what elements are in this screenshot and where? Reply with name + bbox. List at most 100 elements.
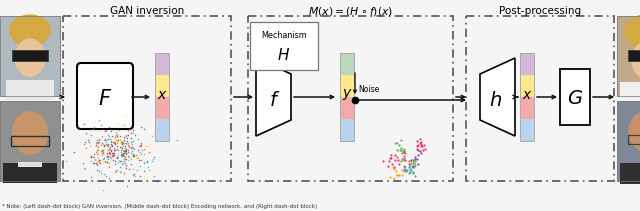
- Text: GAN inversion: GAN inversion: [110, 6, 184, 16]
- Point: [396, 147, 406, 150]
- Point: [106, 156, 116, 160]
- Point: [100, 139, 111, 142]
- Point: [399, 157, 409, 160]
- Point: [120, 142, 131, 145]
- Point: [104, 134, 115, 137]
- Point: [126, 146, 136, 149]
- Point: [127, 142, 137, 146]
- Point: [111, 148, 122, 151]
- Point: [100, 159, 110, 162]
- Point: [110, 146, 120, 149]
- Point: [92, 163, 102, 166]
- Point: [108, 152, 118, 155]
- Point: [113, 149, 124, 152]
- Point: [394, 162, 404, 166]
- Point: [101, 151, 111, 154]
- Point: [83, 138, 93, 142]
- Point: [399, 154, 409, 157]
- Point: [97, 148, 108, 152]
- Point: [97, 149, 108, 152]
- Bar: [340, 53, 354, 75]
- Point: [412, 157, 422, 160]
- Point: [120, 155, 131, 158]
- Point: [85, 154, 95, 158]
- Point: [120, 149, 131, 152]
- Point: [108, 134, 118, 138]
- Point: [124, 156, 134, 159]
- Point: [420, 147, 430, 150]
- Point: [118, 149, 128, 152]
- Point: [101, 141, 111, 144]
- Point: [107, 154, 117, 158]
- Point: [120, 141, 131, 144]
- Point: [120, 161, 130, 164]
- Point: [397, 169, 407, 172]
- Point: [118, 153, 129, 157]
- Point: [148, 133, 159, 136]
- Point: [116, 153, 126, 156]
- Point: [138, 161, 148, 165]
- Point: [119, 144, 129, 147]
- Point: [123, 149, 133, 152]
- Point: [94, 139, 104, 142]
- Bar: [6, 80, 54, 100]
- Point: [103, 154, 113, 158]
- Point: [126, 143, 136, 146]
- Point: [396, 160, 406, 163]
- Point: [113, 160, 124, 164]
- Point: [98, 159, 108, 162]
- Point: [385, 156, 396, 160]
- Point: [142, 159, 152, 163]
- Point: [109, 153, 119, 157]
- Point: [408, 158, 418, 162]
- Point: [109, 151, 119, 154]
- Point: [103, 148, 113, 152]
- Point: [97, 151, 108, 154]
- Point: [115, 134, 125, 137]
- Bar: [520, 75, 534, 97]
- Bar: [155, 119, 169, 141]
- Point: [95, 149, 106, 153]
- Point: [136, 141, 146, 144]
- Point: [143, 166, 153, 169]
- Point: [120, 157, 131, 160]
- Point: [112, 133, 122, 136]
- Point: [385, 156, 395, 159]
- Point: [399, 149, 409, 152]
- Point: [378, 160, 388, 163]
- Point: [132, 164, 142, 167]
- Point: [92, 168, 102, 171]
- Point: [105, 145, 115, 148]
- Point: [134, 150, 145, 154]
- Point: [105, 137, 115, 141]
- Point: [106, 143, 116, 147]
- Point: [111, 133, 121, 137]
- Point: [119, 155, 129, 158]
- Point: [396, 149, 406, 152]
- Point: [415, 138, 425, 141]
- Point: [106, 148, 116, 151]
- Point: [92, 139, 102, 142]
- Point: [408, 165, 419, 168]
- Point: [86, 134, 96, 137]
- Point: [95, 161, 105, 165]
- Point: [109, 149, 119, 152]
- Point: [91, 151, 101, 154]
- Point: [99, 143, 109, 146]
- Point: [397, 173, 407, 177]
- Point: [128, 168, 138, 171]
- Point: [383, 164, 394, 168]
- Point: [99, 138, 109, 141]
- Point: [120, 150, 130, 153]
- Point: [103, 157, 113, 161]
- Point: [114, 158, 124, 162]
- Point: [110, 135, 120, 139]
- Point: [100, 128, 111, 131]
- Point: [104, 147, 114, 151]
- Point: [129, 153, 139, 157]
- Point: [95, 123, 106, 126]
- Point: [79, 167, 90, 171]
- Point: [116, 142, 127, 145]
- Point: [405, 168, 415, 171]
- Point: [123, 143, 133, 146]
